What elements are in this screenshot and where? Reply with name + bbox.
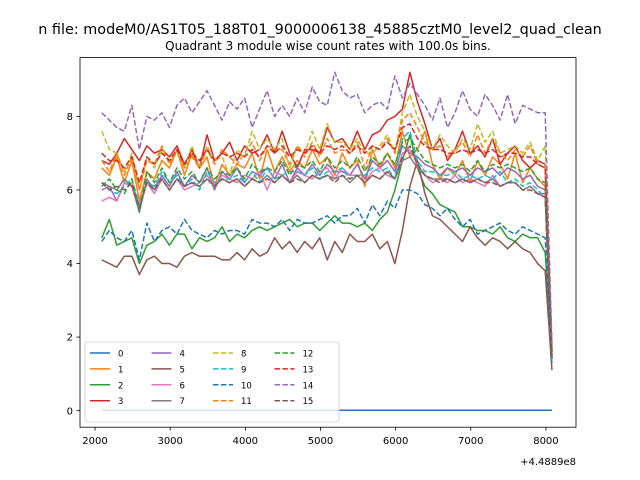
- legend-label-1: 1: [118, 365, 123, 375]
- x-tick-label: 6000: [383, 436, 408, 447]
- series-line-15: [101, 145, 553, 360]
- series-line-5: [101, 159, 553, 371]
- legend-label-11: 11: [241, 397, 252, 407]
- x-tick-label: 8000: [533, 436, 558, 447]
- legend-label-15: 15: [303, 397, 314, 407]
- legend-label-14: 14: [303, 381, 314, 391]
- x-axis-offset-label: +4.4889e8: [520, 457, 576, 468]
- legend-label-2: 2: [118, 381, 123, 391]
- y-tick-label: 0: [67, 406, 73, 417]
- legend-label-8: 8: [241, 350, 246, 360]
- chart-title: Quadrant 3 module wise count rates with …: [165, 39, 491, 53]
- series-line-11: [101, 112, 553, 352]
- x-tick-label: 2000: [82, 436, 107, 447]
- x-tick-label: 4000: [233, 436, 258, 447]
- series-line-10: [101, 189, 553, 363]
- legend-label-7: 7: [180, 397, 185, 407]
- axes-frame: [79, 57, 577, 428]
- legend-label-4: 4: [180, 350, 185, 360]
- x-axis: 2000 3000 4000 5000 6000 7000 8000: [82, 427, 559, 447]
- legend-label-13: 13: [303, 365, 314, 375]
- legend-label-10: 10: [241, 381, 252, 391]
- x-tick-label: 5000: [308, 436, 333, 447]
- series-line-8: [101, 93, 553, 352]
- y-tick-label: 8: [67, 112, 73, 123]
- y-axis: 0 2 4 6 8: [67, 112, 80, 417]
- legend-label-5: 5: [180, 365, 185, 375]
- series-line-2: [101, 134, 553, 360]
- series-line-4: [101, 145, 553, 360]
- series-line-12: [101, 137, 553, 356]
- legend-label-9: 9: [241, 365, 246, 375]
- series-line-9: [101, 130, 553, 360]
- y-tick-label: 4: [67, 259, 73, 270]
- x-tick-label: 7000: [458, 436, 483, 447]
- y-tick-label: 2: [67, 333, 73, 344]
- figure-suptitle: n file: modeM0/AS1T05_188T01_9000006138_…: [38, 22, 602, 38]
- series-line-13: [101, 123, 553, 352]
- legend-label-3: 3: [118, 397, 123, 407]
- x-tick-label: 3000: [157, 436, 182, 447]
- legend-box: [84, 341, 340, 423]
- legend-label-0: 0: [118, 350, 123, 360]
- y-tick-label: 6: [67, 186, 73, 197]
- legend-label-12: 12: [303, 350, 314, 360]
- series-line-14: [101, 71, 553, 345]
- plot-lines: [101, 71, 553, 412]
- series-line-3: [101, 71, 553, 352]
- legend-label-6: 6: [180, 381, 185, 391]
